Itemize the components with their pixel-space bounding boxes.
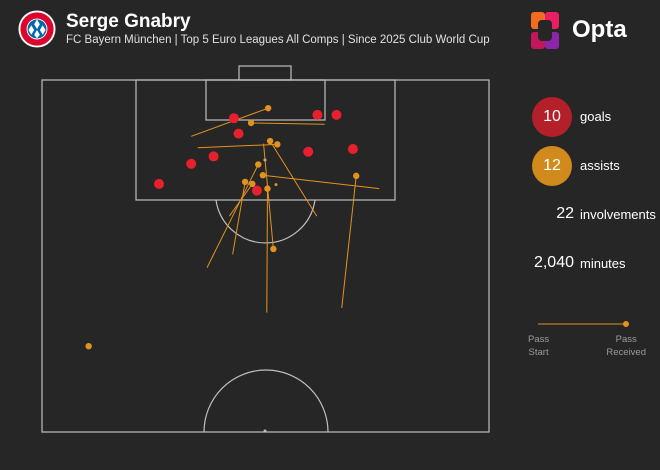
- legend-start-label: Pass Start: [528, 333, 549, 359]
- assist-pass-line: [206, 164, 259, 268]
- assists-badge: 12: [532, 146, 572, 186]
- involvements-stat: 22 involvements: [520, 195, 660, 235]
- involvements-label: involvements: [580, 207, 656, 222]
- page-subtitle: FC Bayern München | Top 5 Euro Leagues A…: [66, 34, 490, 46]
- goals-badge: 10: [532, 97, 572, 137]
- goal-shot-point: [331, 109, 342, 120]
- six-yard-box: [205, 79, 326, 121]
- goal-shot-point: [186, 158, 197, 169]
- bayern-logo-icon: [18, 10, 56, 48]
- pitch-outline: [41, 79, 490, 433]
- goal-shot-point: [228, 113, 239, 124]
- pass-legend: Pass Start Pass Received: [520, 315, 660, 365]
- legend-end-label: Pass Received: [606, 333, 646, 359]
- legend-line-icon: [538, 321, 629, 327]
- opta-logo-icon: [531, 12, 559, 49]
- assist-received-point: [255, 161, 262, 168]
- page-title: Serge Gnabry: [66, 11, 191, 32]
- assist-received-point: [249, 180, 256, 188]
- goal-frame: [238, 65, 292, 81]
- header: Serge Gnabry FC Bayern München | Top 5 E…: [0, 0, 660, 60]
- assists-stat: 12 assists: [520, 146, 660, 186]
- assist-received-point: [266, 137, 274, 145]
- assist-pass-line: [191, 107, 269, 137]
- penalty-arc: [215, 199, 316, 244]
- penalty-area: [135, 79, 396, 201]
- centre-circle: [203, 369, 329, 433]
- assist-received-point: [353, 172, 360, 180]
- legend-end-line2: Received: [606, 347, 646, 358]
- goal-shot-point: [233, 128, 244, 139]
- legend-start-line1: Pass: [528, 334, 550, 345]
- legend-end-line1: Pass: [615, 334, 637, 345]
- goal-shot-point: [312, 109, 323, 120]
- goal-shot-point: [251, 185, 262, 196]
- assist-pass-line: [266, 188, 268, 313]
- goal-shot-point: [347, 144, 358, 155]
- centre-spot: [263, 429, 267, 433]
- goals-stat: 10 goals: [520, 97, 660, 137]
- assist-pass-line: [341, 175, 357, 309]
- goal-layer: [154, 109, 358, 196]
- assist-pass-line: [251, 122, 325, 125]
- assist-pass-line: [232, 181, 246, 255]
- assist-received-point: [85, 342, 92, 350]
- small-marker-point: [274, 183, 278, 187]
- assist-pass-line: [228, 183, 253, 217]
- goal-shot-point: [303, 146, 314, 157]
- involvements-value: 22: [556, 205, 574, 222]
- assist-pass-line: [262, 174, 380, 190]
- assist-pass-line: [197, 143, 278, 149]
- assist-received-point: [259, 172, 267, 179]
- assists-label: assists: [580, 158, 620, 173]
- pitch-markings: [41, 65, 490, 433]
- assist-layer: [85, 104, 380, 350]
- legend-start-line2: Start: [528, 347, 549, 358]
- assist-pass-line: [263, 143, 274, 250]
- assist-received-point: [241, 178, 249, 186]
- goal-shot-point: [154, 178, 165, 189]
- assist-received-point: [264, 104, 272, 112]
- assist-received-point: [247, 119, 255, 127]
- goal-shot-point: [208, 151, 219, 162]
- minutes-value: 2,040: [533, 254, 574, 271]
- opta-brand: Opta: [572, 16, 627, 43]
- goals-label: goals: [580, 109, 612, 124]
- minutes-stat: 2,040 minutes: [520, 244, 660, 284]
- minutes-label: minutes: [580, 256, 626, 271]
- assist-received-point: [270, 245, 277, 253]
- assist-received-point: [274, 141, 281, 148]
